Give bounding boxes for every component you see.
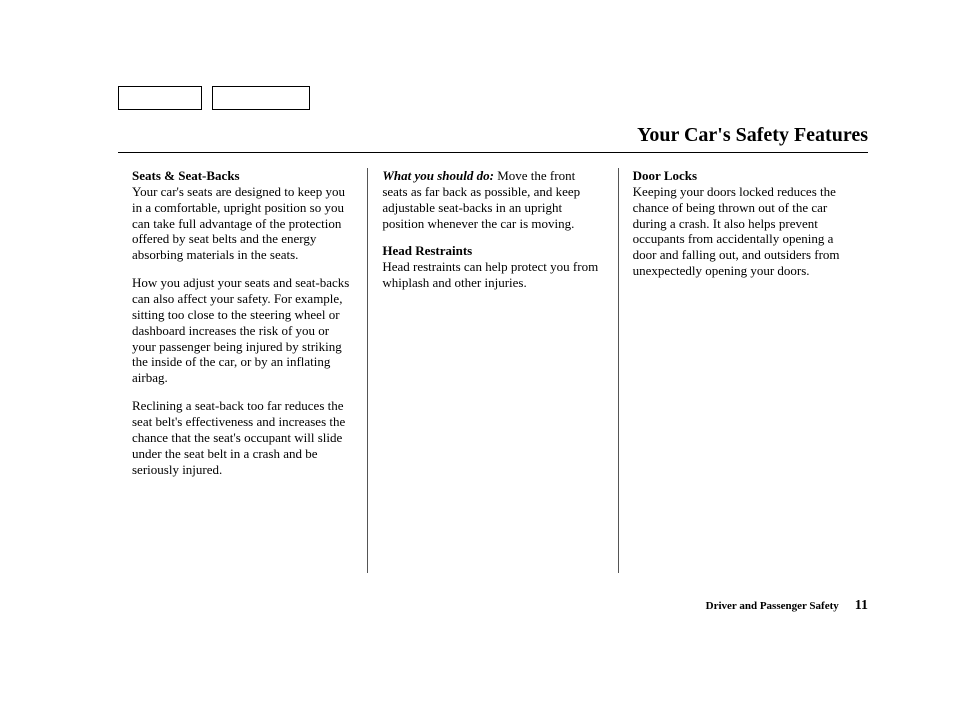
seats-intro: Your car's seats are designed to keep yo… — [132, 184, 345, 262]
head-restraints-text: Head restraints can help protect you fro… — [382, 259, 598, 290]
column-1: Seats & Seat-Backs Your car's seats are … — [118, 168, 367, 573]
what-you-should-do-paragraph: What you should do: Move the front seats… — [382, 168, 603, 231]
column-3: Door Locks Keeping your doors locked red… — [618, 168, 868, 573]
nav-box-prev[interactable] — [118, 86, 202, 110]
door-locks-text: Keeping your doors locked reduces the ch… — [633, 184, 840, 278]
footer-page-number: 11 — [855, 598, 868, 614]
content-columns: Seats & Seat-Backs Your car's seats are … — [118, 168, 868, 573]
seats-heading-paragraph: Seats & Seat-Backs Your car's seats are … — [132, 168, 353, 263]
nav-box-next[interactable] — [212, 86, 310, 110]
door-locks-heading: Door Locks — [633, 168, 697, 183]
nav-box-row — [118, 86, 310, 110]
head-restraints-heading: Head Restraints — [382, 243, 472, 258]
seats-adjust-paragraph: How you adjust your seats and seat-backs… — [132, 275, 353, 386]
page-title: Your Car's Safety Features — [637, 124, 868, 147]
page-footer: Driver and Passenger Safety 11 — [706, 598, 868, 614]
what-you-should-do-label: What you should do: — [382, 168, 494, 183]
seats-heading: Seats & Seat-Backs — [132, 168, 240, 183]
door-locks-paragraph: Door Locks Keeping your doors locked red… — [633, 168, 854, 279]
head-restraints-paragraph: Head Restraints Head restraints can help… — [382, 243, 603, 291]
footer-section-label: Driver and Passenger Safety — [706, 600, 839, 612]
title-rule — [118, 152, 868, 153]
seats-reclining-paragraph: Reclining a seat-back too far reduces th… — [132, 398, 353, 477]
column-2: What you should do: Move the front seats… — [367, 168, 617, 573]
